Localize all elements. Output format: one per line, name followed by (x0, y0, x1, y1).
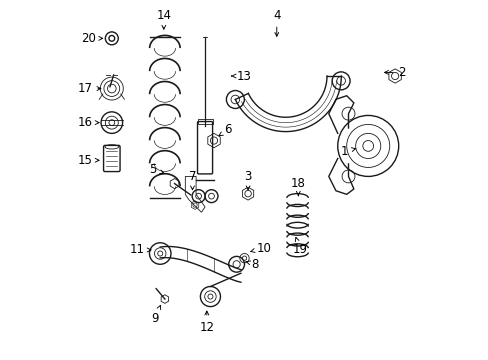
Text: 4: 4 (272, 9, 280, 36)
Text: 6: 6 (219, 123, 232, 136)
Text: 10: 10 (250, 242, 271, 255)
Bar (197, 119, 212, 125)
Text: 20: 20 (81, 32, 102, 45)
Text: 9: 9 (151, 305, 161, 325)
Text: 2: 2 (384, 66, 405, 79)
Text: 17: 17 (77, 82, 101, 95)
Text: 16: 16 (77, 116, 99, 129)
Text: 11: 11 (129, 243, 151, 256)
Text: 8: 8 (245, 258, 259, 271)
Text: 18: 18 (290, 177, 305, 196)
Text: 5: 5 (149, 163, 163, 176)
Text: 3: 3 (244, 170, 251, 190)
Text: 12: 12 (199, 311, 214, 333)
Text: 1: 1 (341, 145, 355, 158)
Text: 15: 15 (77, 154, 99, 167)
Text: 7: 7 (188, 170, 196, 190)
Text: 19: 19 (292, 237, 307, 256)
Text: 14: 14 (156, 9, 171, 29)
Text: 13: 13 (231, 69, 251, 82)
